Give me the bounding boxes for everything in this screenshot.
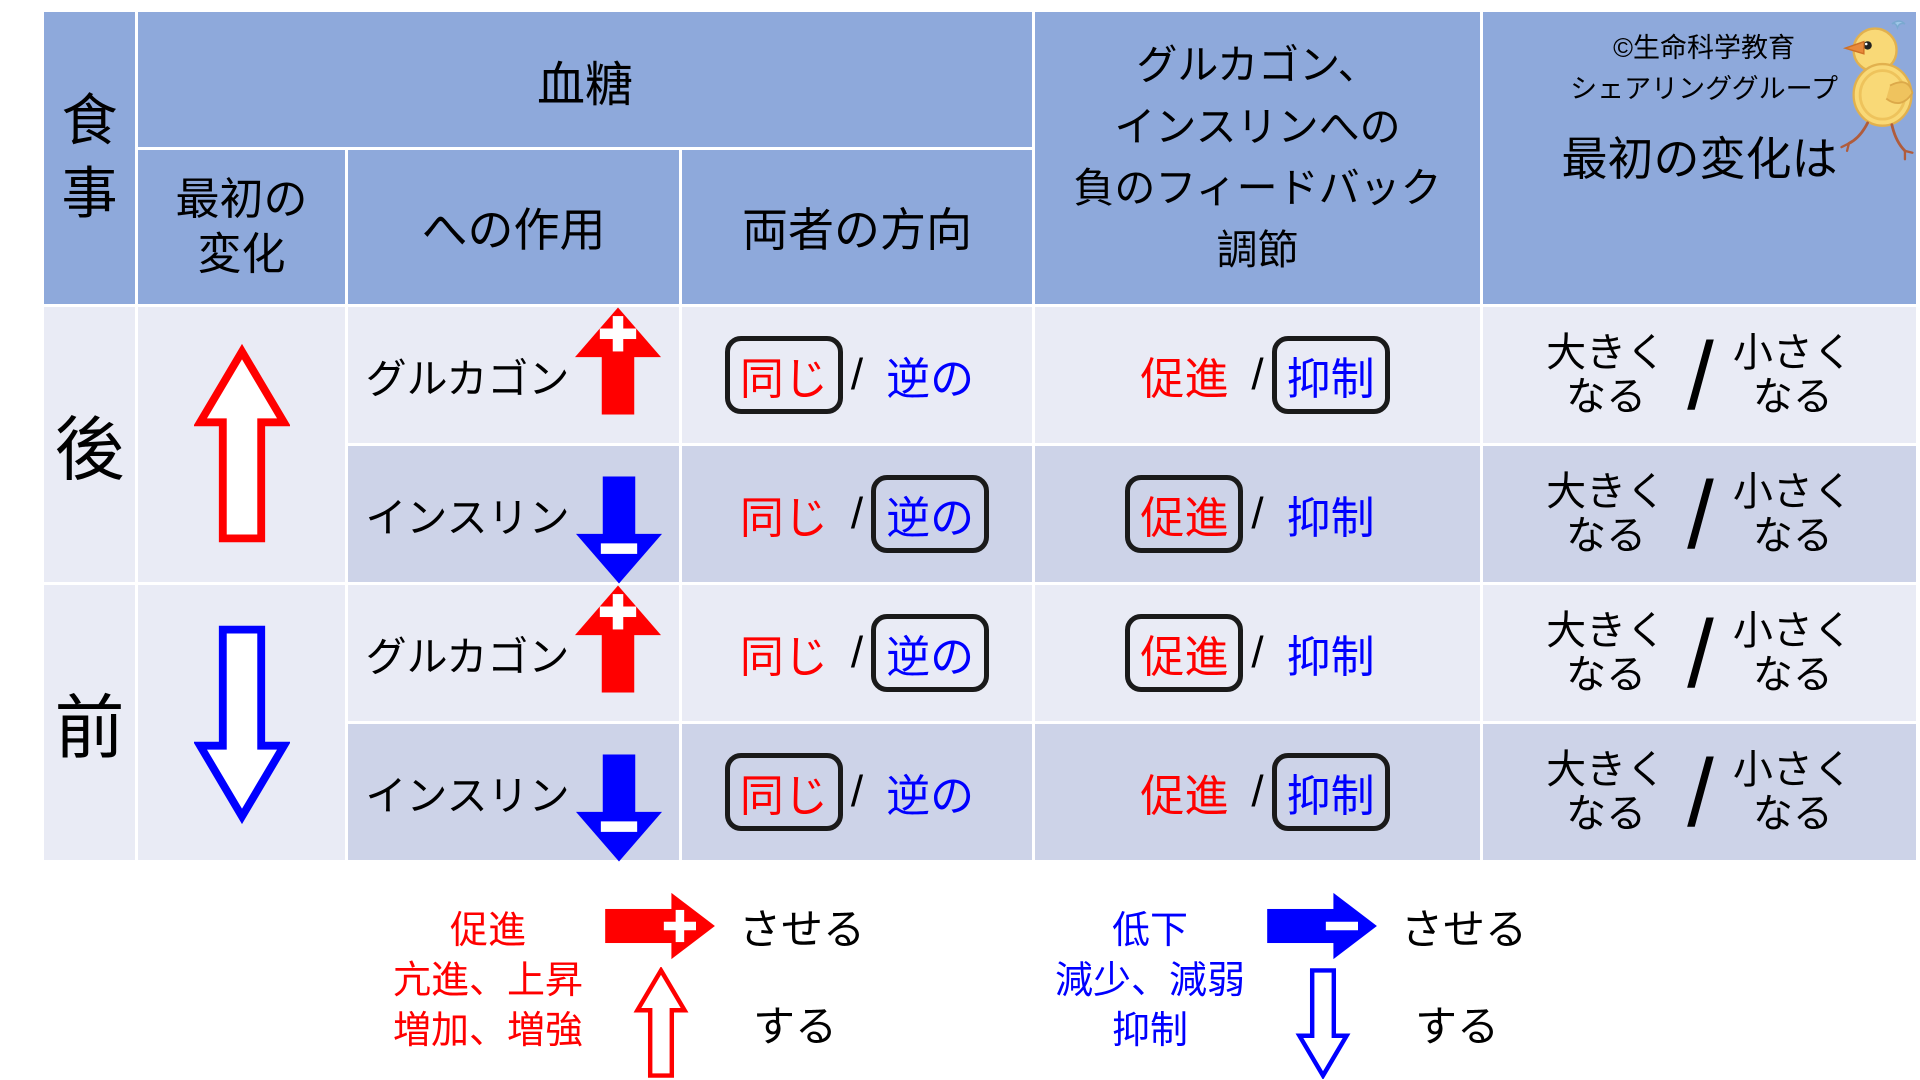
option-gets-bigger: 大きく なる (1546, 748, 1667, 836)
hormone-label: インスリン (365, 495, 570, 541)
legend-label-saseru: させる (1401, 905, 1528, 953)
option-suppress: 抑制 (1286, 494, 1375, 543)
hormone-label: インスリン (365, 773, 570, 819)
header-negative-feedback-label: グルカゴン、 インスリンへの 負のフィードバック 調節 (1073, 42, 1442, 273)
separator-slash: / (850, 628, 864, 677)
header-negative-feedback: グルカゴン、 インスリンへの 負のフィードバック 調節 (1035, 12, 1480, 304)
option-opposite: 逆の (886, 772, 975, 821)
legend-decrease-group: 低下 減少、減弱 抑制 させる する (1055, 888, 1527, 1080)
red-up-plus-arrow-icon (575, 577, 662, 701)
header-initial-change-label: 最初の 変化 (175, 175, 308, 279)
option-promote: 促進 (1125, 614, 1244, 692)
option-suppress: 抑制 (1286, 633, 1375, 682)
red-hollow-up-arrow-icon (627, 967, 695, 1079)
legend-decrease-terms: 低下 減少、減弱 抑制 (1055, 910, 1246, 1053)
header-meal-label: 食 事 (61, 89, 118, 225)
result-cell: 大きく なる / 小さく なる (1483, 446, 1916, 582)
copyright-credit: ©生命科学教育 シェアリンググループ (1570, 33, 1838, 104)
header-direction-of-both: 両者の方向 (682, 150, 1032, 304)
legend-label-saseru: させる (738, 905, 865, 953)
option-gets-bigger: 大きく なる (1546, 470, 1667, 558)
option-same: 同じ (739, 494, 828, 543)
separator-slash: / (1687, 600, 1714, 708)
option-opposite: 逆の (871, 475, 990, 553)
direction-cell: 同じ / 逆の (682, 585, 1032, 721)
option-gets-bigger: 大きく なる (1546, 331, 1667, 419)
hormone-cell: グルカゴン (348, 585, 679, 721)
section-before-meal-label: 前 (54, 689, 125, 767)
blood-sugar-regulation-table: 食 事 血糖 最初の 変化 への作用 両者の方向 グルカゴン、 インスリンへの … (44, 12, 1916, 862)
option-suppress: 抑制 (1271, 753, 1390, 831)
legend-increase-group: 促進 亢進、上昇 増加、増強 させる する (393, 888, 865, 1080)
blue-down-minus-arrow-icon (575, 746, 662, 870)
header-action-on: への作用 (348, 150, 679, 304)
hormone-label: グルカゴン (365, 356, 570, 402)
separator-slash: / (1687, 461, 1714, 569)
blue-down-minus-arrow-icon (575, 468, 662, 592)
red-right-plus-arrow-icon (605, 891, 717, 961)
blue-right-minus-arrow-icon (1267, 891, 1379, 961)
feedback-cell: 促進 / 抑制 (1035, 446, 1480, 582)
header-action-on-label: への作用 (421, 204, 606, 256)
option-suppress: 抑制 (1271, 336, 1390, 414)
option-promote: 促進 (1140, 355, 1229, 404)
hormone-cell: インスリン (348, 724, 679, 862)
section-after-meal-label: 後 (54, 411, 125, 489)
direction-cell: 同じ / 逆の (682, 307, 1032, 443)
header-initial-change-is-label: 最初の変化は (1561, 133, 1838, 185)
separator-slash: / (1687, 739, 1714, 847)
feedback-cell: 促進 / 抑制 (1035, 307, 1480, 443)
option-opposite: 逆の (886, 355, 975, 404)
option-same: 同じ (724, 753, 843, 831)
blue-hollow-down-arrow-icon (1289, 967, 1357, 1079)
blue-hollow-down-arrow-icon (193, 619, 290, 827)
header-blood-sugar-label: 血糖 (536, 58, 633, 112)
legend-increase-terms: 促進 亢進、上昇 増加、増強 (392, 910, 583, 1053)
direction-cell: 同じ / 逆の (682, 724, 1032, 860)
section-after-meal: 後 (44, 307, 135, 582)
option-gets-smaller: 小さく なる (1732, 748, 1853, 836)
result-cell: 大きく なる / 小さく なる (1483, 585, 1916, 721)
separator-slash: / (1251, 628, 1264, 677)
legend-label-suru: する (752, 1002, 837, 1050)
result-cell: 大きく なる / 小さく なる (1483, 307, 1916, 443)
legend: 促進 亢進、上昇 増加、増強 させる する 低下 減少、減弱 抑制 させる する (0, 888, 1920, 1080)
hormone-cell: グルカゴン (348, 307, 679, 443)
result-cell: 大きく なる / 小さく なる (1483, 724, 1916, 860)
header-initial-change-is: ©生命科学教育 シェアリンググループ 最初の変化は (1483, 12, 1916, 304)
section-before-meal: 前 (44, 585, 135, 860)
option-gets-smaller: 小さく なる (1732, 331, 1853, 419)
option-opposite: 逆の (871, 614, 990, 692)
option-gets-smaller: 小さく なる (1732, 470, 1853, 558)
red-hollow-up-arrow-icon (193, 341, 290, 549)
header-direction-of-both-label: 両者の方向 (742, 204, 972, 256)
separator-slash: / (1251, 489, 1264, 538)
hormone-label: グルカゴン (365, 634, 570, 680)
initial-change-after-cell (138, 307, 345, 582)
separator-slash: / (850, 489, 864, 538)
separator-slash: / (850, 350, 864, 399)
legend-label-suru: する (1415, 1002, 1500, 1050)
direction-cell: 同じ / 逆の (682, 446, 1032, 582)
header-blood-sugar: 血糖 (138, 12, 1032, 147)
option-gets-smaller: 小さく なる (1732, 609, 1853, 697)
feedback-cell: 促進 / 抑制 (1035, 585, 1480, 721)
header-meal: 食 事 (44, 12, 135, 304)
chick-mascot-icon (1840, 20, 1914, 161)
separator-slash: / (1251, 350, 1264, 399)
option-same: 同じ (724, 336, 843, 414)
red-up-plus-arrow-icon (575, 299, 662, 423)
initial-change-before-cell (138, 585, 345, 860)
option-same: 同じ (739, 633, 828, 682)
separator-slash: / (1251, 767, 1264, 816)
header-initial-change: 最初の 変化 (138, 150, 345, 304)
option-promote: 促進 (1140, 772, 1229, 821)
option-promote: 促進 (1125, 475, 1244, 553)
separator-slash: / (850, 767, 864, 816)
separator-slash: / (1687, 322, 1714, 430)
feedback-cell: 促進 / 抑制 (1035, 724, 1480, 860)
option-gets-bigger: 大きく なる (1546, 609, 1667, 697)
hormone-cell: インスリン (348, 446, 679, 584)
